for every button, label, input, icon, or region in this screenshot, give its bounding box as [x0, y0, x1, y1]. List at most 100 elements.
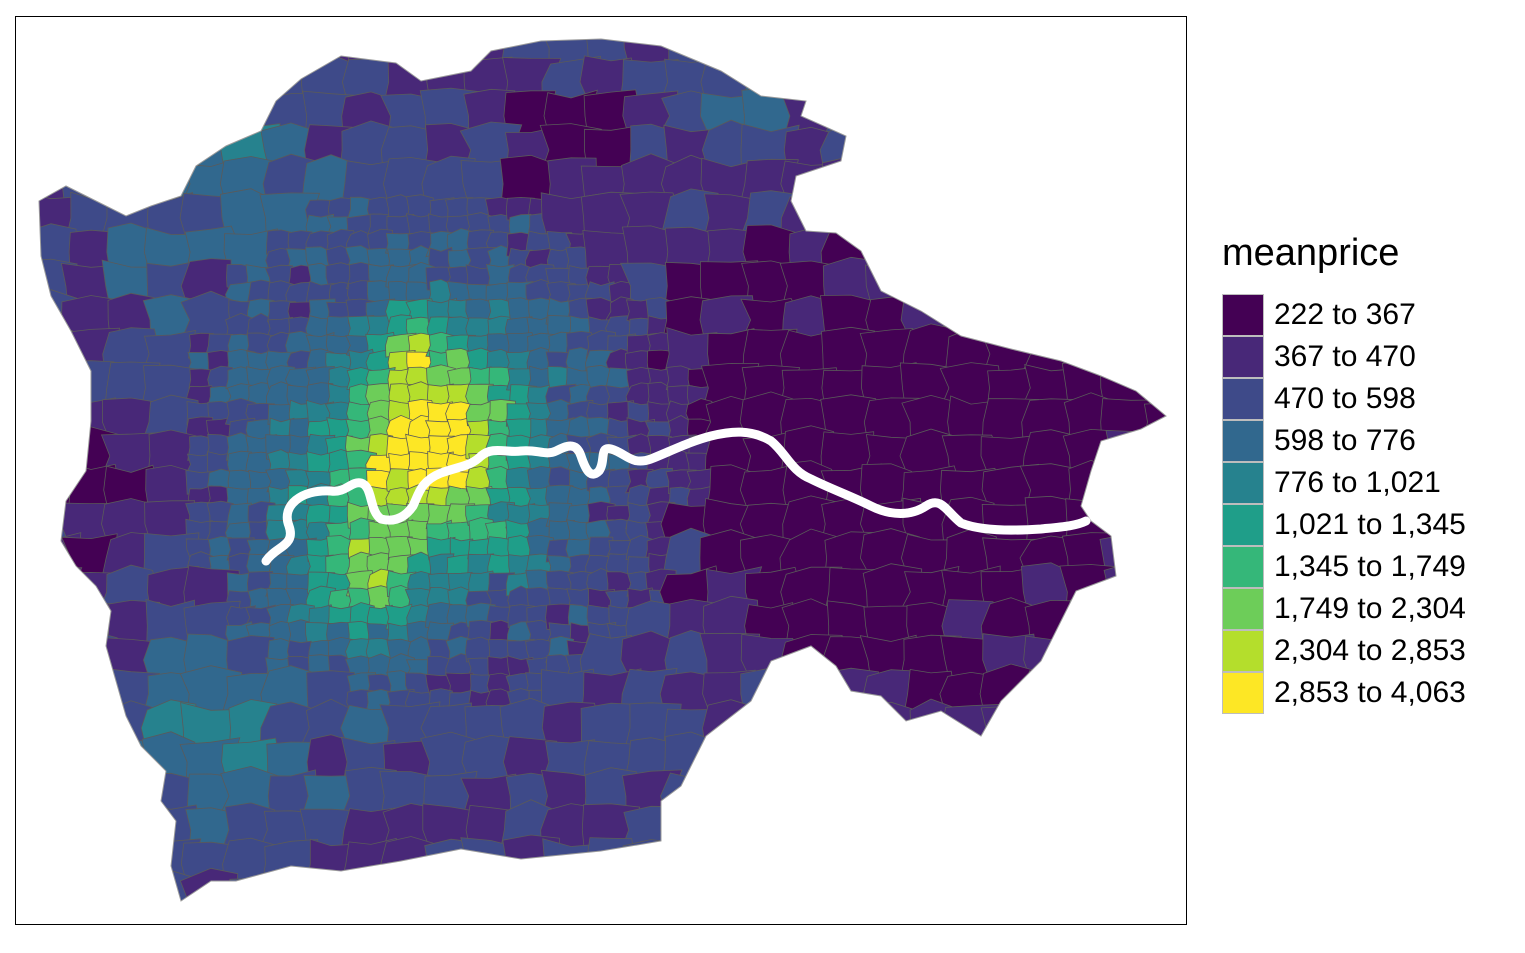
map-region	[819, 841, 880, 890]
map-region	[865, 872, 921, 901]
legend-swatch	[1222, 672, 1264, 714]
map-region	[780, 838, 839, 889]
legend-title: meanprice	[1222, 232, 1400, 274]
map-region	[259, 39, 317, 68]
map-region	[1059, 90, 1122, 143]
map-region	[39, 732, 81, 784]
map-region	[1060, 193, 1121, 237]
map-region	[39, 121, 78, 176]
legend-swatch	[1222, 420, 1264, 462]
map-region	[39, 600, 83, 653]
map-region	[542, 876, 595, 901]
map-region	[139, 93, 199, 140]
map-region	[1025, 701, 1083, 756]
map-region	[1104, 295, 1157, 350]
map-region	[1023, 635, 1079, 691]
map-region	[1141, 663, 1166, 720]
map-region	[39, 87, 82, 143]
map-region	[899, 800, 955, 856]
legend-entry: 1,345 to 1,749	[1222, 546, 1512, 588]
map-region	[740, 804, 803, 860]
legend-entry: 2,304 to 2,853	[1222, 630, 1512, 672]
map-region	[1019, 194, 1075, 240]
map-region	[1140, 604, 1166, 651]
map-region	[64, 663, 115, 719]
map-region	[63, 700, 122, 753]
map-region	[982, 125, 1036, 176]
map-region	[984, 807, 1042, 852]
map-region	[661, 836, 721, 895]
legend-entry: 2,853 to 4,063	[1222, 672, 1512, 714]
map-region	[862, 738, 920, 787]
map-region	[1102, 85, 1163, 141]
map-region	[1145, 156, 1166, 211]
map-region	[1106, 877, 1160, 901]
legend-entries: 222 to 367 367 to 470 470 to 598 598 to …	[1222, 294, 1512, 714]
legend-label: 222 to 367	[1274, 298, 1416, 331]
map-region	[1102, 127, 1156, 171]
map-region	[699, 805, 762, 861]
map-region	[908, 55, 963, 109]
map-region	[819, 766, 883, 821]
map-region	[1064, 701, 1122, 757]
legend-entry: 1,021 to 1,345	[1222, 504, 1512, 546]
map-region	[1104, 734, 1160, 785]
map-region	[821, 807, 883, 855]
map-region	[863, 801, 922, 854]
map-region	[779, 867, 838, 901]
map-region	[983, 868, 1042, 901]
map-region	[1144, 195, 1166, 246]
map-region	[702, 699, 761, 753]
map-region	[903, 157, 962, 208]
map-region	[661, 873, 721, 901]
map-region	[1139, 868, 1166, 901]
map-region	[1106, 667, 1163, 718]
map-region	[101, 55, 159, 109]
map-region	[1022, 255, 1082, 309]
map-region	[863, 58, 921, 113]
map-region	[39, 565, 83, 623]
map-region	[1062, 873, 1120, 901]
map-region	[1022, 59, 1074, 109]
map-region	[101, 870, 163, 901]
map-region	[220, 39, 282, 75]
map-region	[982, 295, 1036, 343]
map-region	[1142, 230, 1166, 278]
map-region	[1099, 52, 1162, 109]
legend-label: 367 to 470	[1274, 340, 1416, 373]
legend-swatch	[1222, 294, 1264, 336]
map-region	[1140, 464, 1166, 521]
map-panel	[15, 16, 1187, 925]
map-region	[103, 767, 161, 826]
map-region	[1140, 767, 1166, 818]
map-region	[859, 89, 923, 138]
map-region	[1065, 736, 1116, 786]
map-region	[780, 667, 842, 724]
map-region	[1059, 295, 1123, 346]
map-region	[1021, 128, 1079, 178]
map-region	[100, 805, 158, 857]
map-region	[699, 39, 761, 74]
map-region	[1059, 663, 1118, 717]
legend-swatch	[1222, 504, 1264, 546]
map-region	[1022, 39, 1080, 75]
map-region	[1140, 701, 1166, 753]
map-region	[63, 771, 118, 824]
map-region	[944, 774, 999, 823]
river-thames	[261, 427, 1091, 566]
map-region	[860, 163, 921, 208]
map-region	[102, 92, 163, 142]
map-region	[823, 51, 881, 110]
map-region	[703, 767, 761, 823]
choropleth-map	[38, 38, 1167, 902]
map-region	[706, 868, 760, 901]
map-region	[61, 837, 122, 890]
legend-swatch	[1222, 462, 1264, 504]
map-region	[981, 191, 1039, 242]
map-region	[39, 362, 78, 410]
map-region	[39, 841, 73, 895]
map-region	[1143, 534, 1166, 585]
map-region	[980, 705, 1039, 759]
map-region	[900, 266, 960, 310]
legend-label: 1,345 to 1,749	[1274, 550, 1466, 583]
